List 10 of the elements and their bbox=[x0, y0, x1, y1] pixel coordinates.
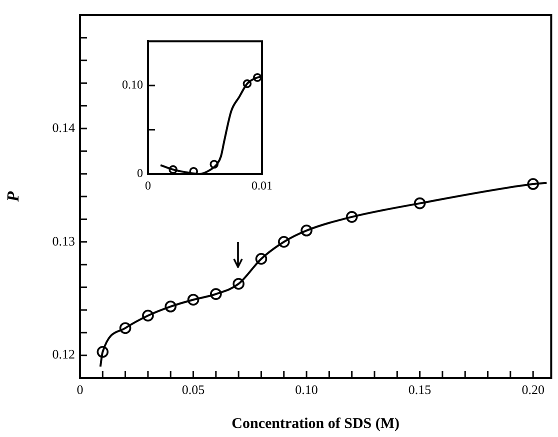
y-axis-title: P bbox=[4, 190, 23, 203]
x-tick-label: 0.10 bbox=[295, 382, 318, 398]
x-tick-label: 0.20 bbox=[522, 382, 544, 398]
x-tick-label: 0.05 bbox=[182, 382, 205, 398]
x-tick-label: 0.01 bbox=[252, 178, 272, 192]
x-tick-label: 0.15 bbox=[408, 382, 432, 398]
y-tick-label: 0.14 bbox=[52, 120, 76, 135]
x-axis-title: Concentration of SDS (M) bbox=[232, 416, 400, 432]
y-tick-label: 0.12 bbox=[52, 346, 75, 362]
y-tick-label: 0.13 bbox=[52, 233, 75, 248]
